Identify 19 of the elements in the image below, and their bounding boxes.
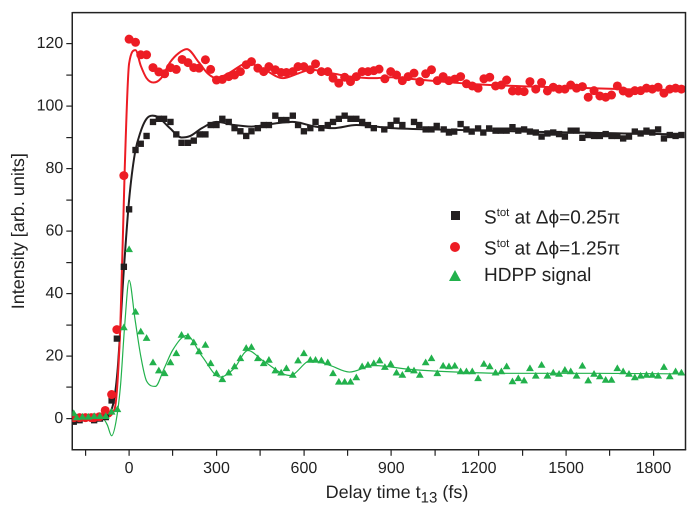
legend-label: S$^{tot}$ at Δϕ=1.25π: [484, 237, 620, 262]
x-axis-title: Delay time t$_{13}$ (fs): [324, 482, 470, 507]
x-tick-label: 1500: [548, 460, 584, 477]
y-tick-label: 20: [46, 348, 64, 365]
y-tick-label: 120: [36, 35, 64, 52]
legend-label: S$^{tot}$ at Δϕ=0.25π: [484, 206, 620, 230]
y-tick-label: 0: [54, 410, 64, 427]
y-tick-label: 80: [46, 160, 64, 178]
x-tick-label: 1800: [636, 460, 672, 477]
x-tick-label: 600: [290, 460, 318, 477]
x-tick-label: 1200: [460, 460, 497, 477]
y-tick-label: 60: [46, 222, 64, 240]
x-tick-label: 0: [124, 460, 134, 477]
y-axis-title: Intensity [arb. units]: [8, 153, 28, 310]
y-tick-label: 100: [36, 98, 64, 115]
legend-label: HDPP signal: [484, 264, 592, 288]
y-tick-label: 40: [46, 285, 64, 302]
x-tick-label: 300: [203, 460, 230, 477]
x-tick-label: 900: [378, 460, 405, 477]
